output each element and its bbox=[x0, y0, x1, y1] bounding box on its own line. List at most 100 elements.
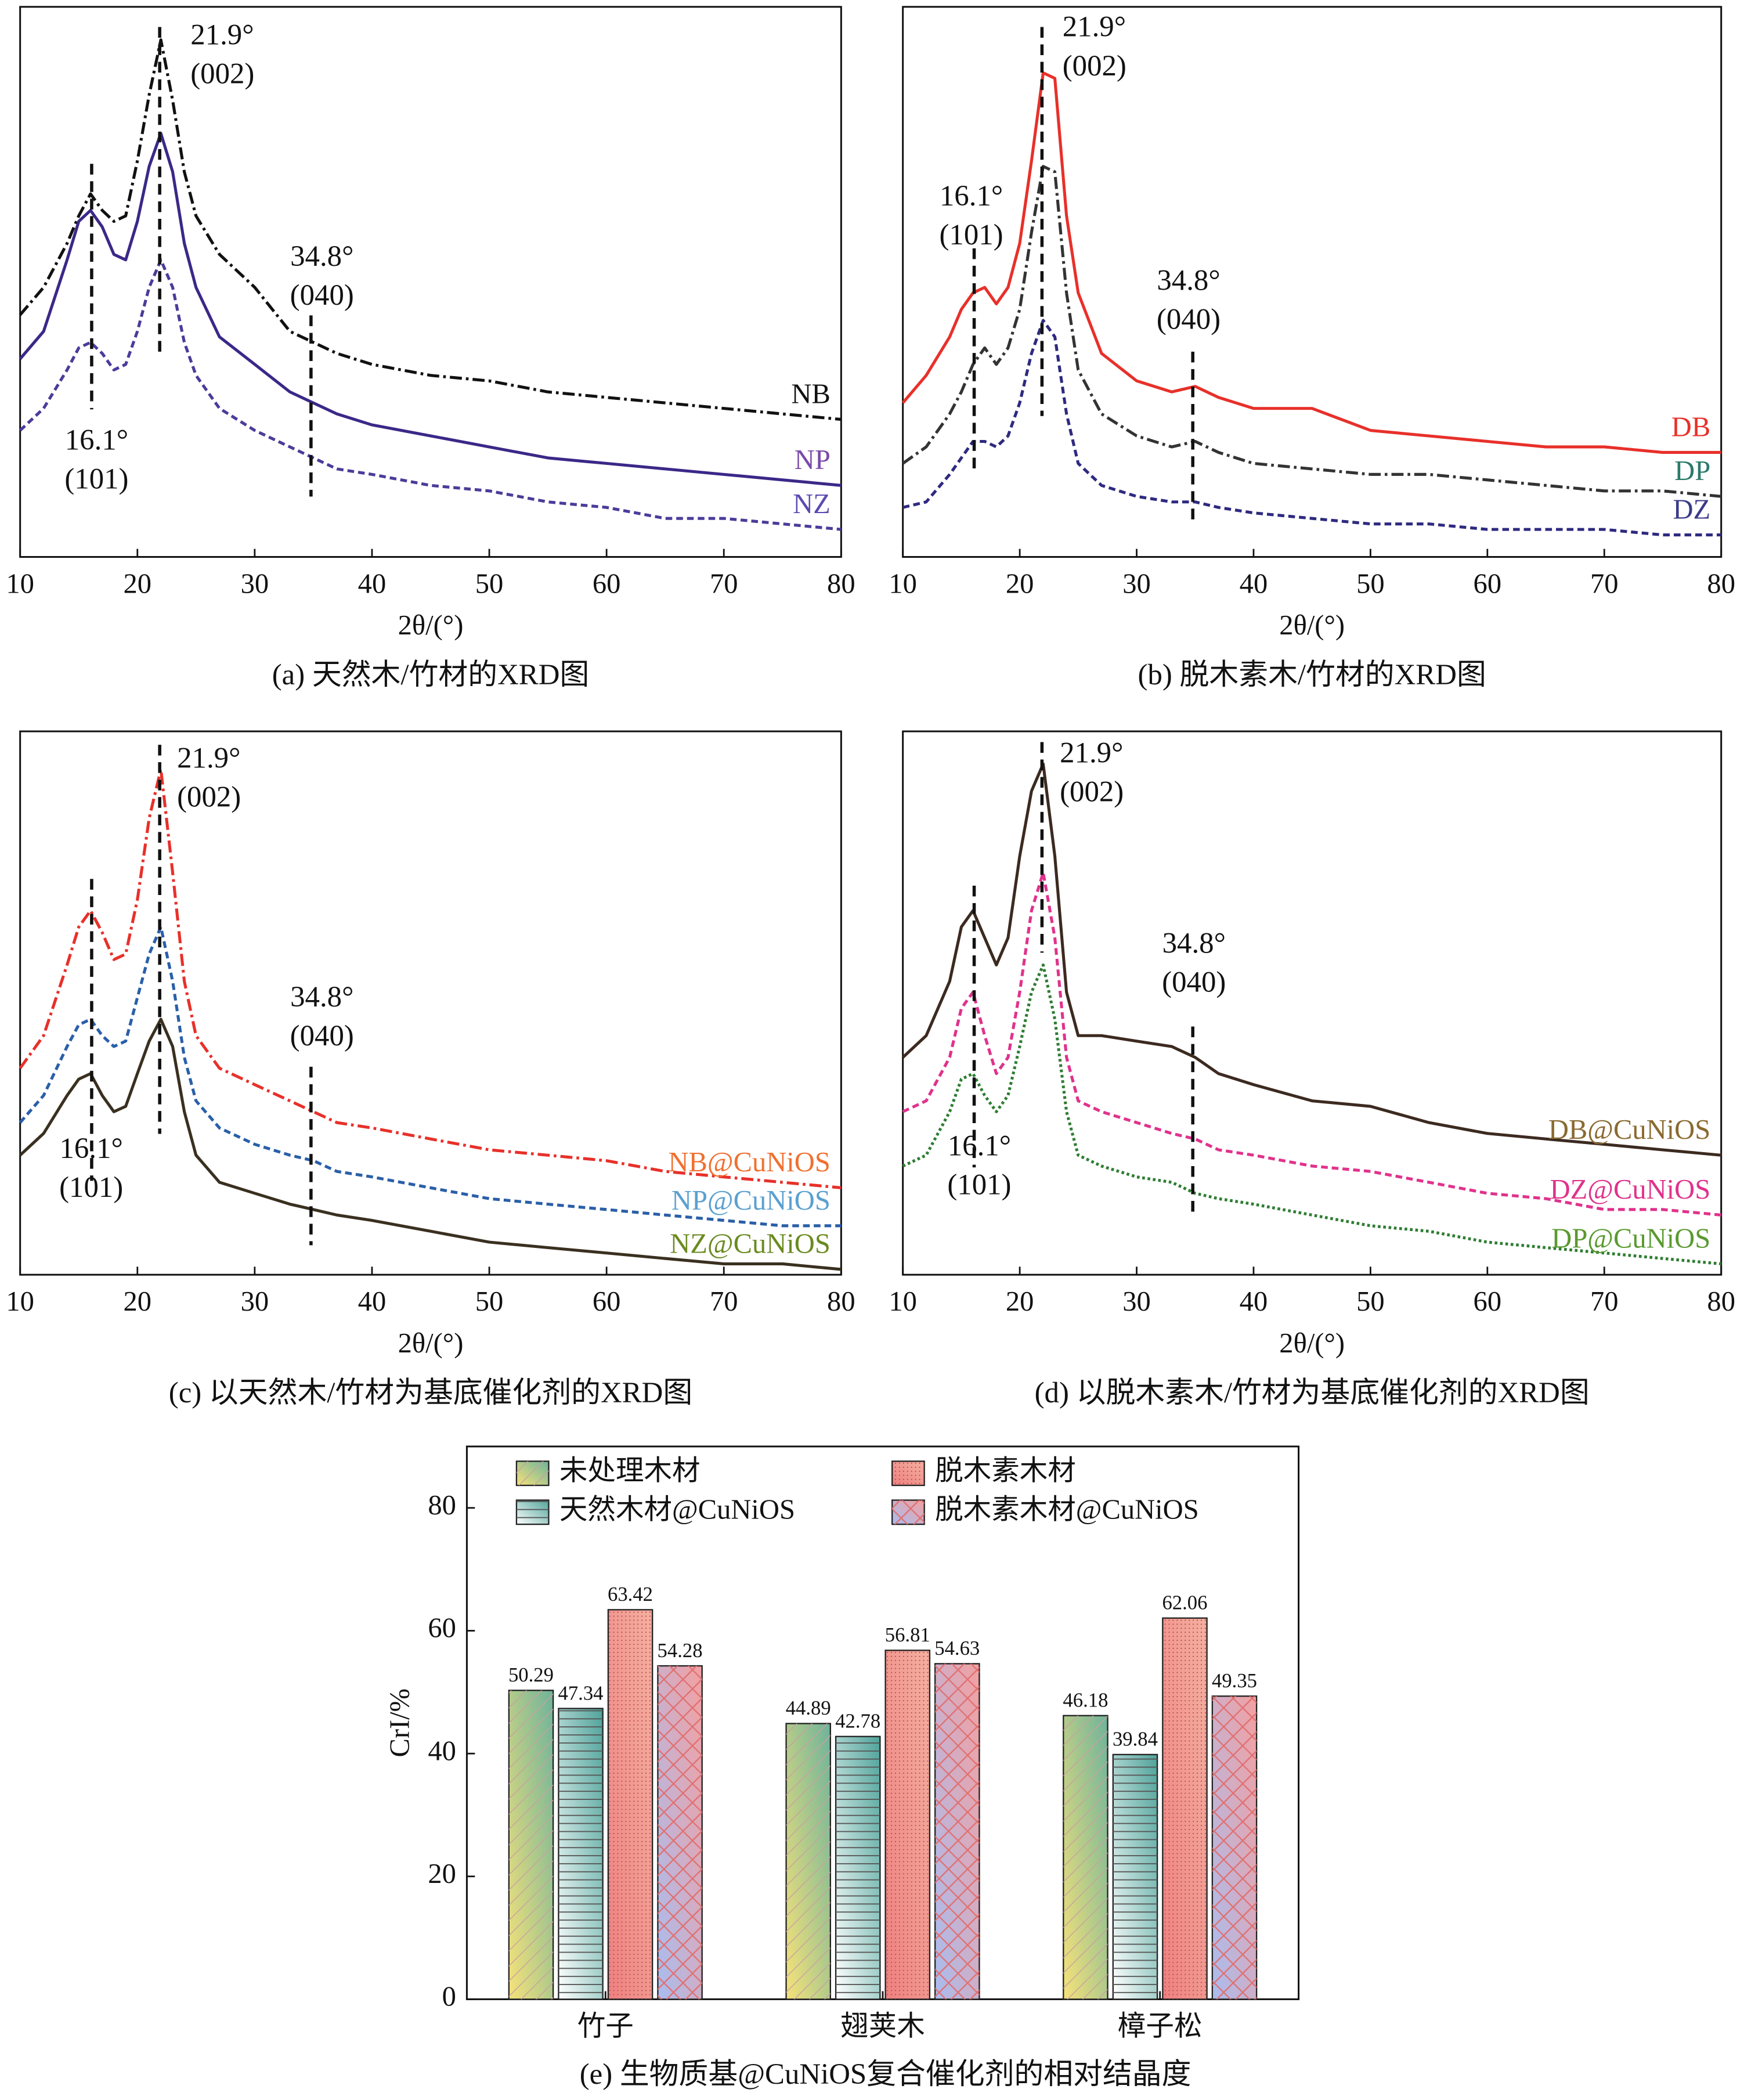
legend-label: 未处理木材 bbox=[559, 1455, 701, 1486]
value-label: 54.63 bbox=[934, 1637, 980, 1659]
peak-label: 21.9° bbox=[1060, 736, 1123, 768]
caption: (c) 以天然木/竹材为基底催化剂的XRD图 bbox=[169, 1376, 692, 1409]
peak-plane: (002) bbox=[190, 57, 254, 90]
legend-hatch bbox=[516, 1461, 549, 1486]
peak-label: 16.1° bbox=[60, 1132, 123, 1164]
series-line bbox=[19, 132, 842, 487]
peak-plane: (101) bbox=[59, 1171, 123, 1203]
legend-hatch bbox=[892, 1500, 925, 1525]
x-axis-label: 2θ/(°) bbox=[398, 610, 464, 641]
x-tick-label: 樟子松 bbox=[1118, 2011, 1203, 2041]
x-tick-label: 20 bbox=[1006, 569, 1034, 600]
caption: (a) 天然木/竹材的XRD图 bbox=[272, 658, 590, 691]
legend-label: 脱木素木材@CuNiOS bbox=[935, 1494, 1199, 1525]
x-axis-label: 2θ/(°) bbox=[398, 1328, 464, 1359]
peak-label: 16.1° bbox=[65, 424, 128, 456]
plot-frame bbox=[19, 730, 842, 1276]
series-label: DP bbox=[1674, 456, 1710, 486]
peak-plane: (002) bbox=[177, 781, 241, 813]
series-line bbox=[19, 1017, 842, 1271]
x-tick-label: 40 bbox=[358, 1286, 387, 1317]
x-tick-label: 30 bbox=[1122, 1286, 1151, 1317]
x-tick-label: 10 bbox=[6, 569, 34, 600]
legend-label: 天然木材@CuNiOS bbox=[559, 1494, 795, 1525]
x-tick-label: 80 bbox=[1707, 1286, 1735, 1317]
value-label: 44.89 bbox=[786, 1697, 831, 1719]
x-tick-label: 30 bbox=[241, 569, 269, 600]
peak-plane: (040) bbox=[290, 279, 354, 311]
bar-hatch bbox=[836, 1736, 880, 2000]
series-label: NP@CuNiOS bbox=[671, 1185, 831, 1216]
y-tick-label: 40 bbox=[428, 1735, 456, 1766]
value-label: 46.18 bbox=[1063, 1690, 1108, 1712]
x-tick-label: 80 bbox=[1707, 569, 1735, 600]
bar-hatch bbox=[608, 1610, 653, 2000]
x-tick-label: 50 bbox=[475, 1286, 504, 1317]
plot-frame bbox=[19, 6, 842, 558]
value-label: 47.34 bbox=[558, 1682, 604, 1704]
value-label: 49.35 bbox=[1212, 1670, 1257, 1692]
value-label: 39.84 bbox=[1113, 1729, 1158, 1751]
x-tick-label: 70 bbox=[710, 1286, 738, 1317]
bar-hatch bbox=[508, 1690, 554, 2000]
x-tick-label: 10 bbox=[889, 569, 917, 600]
x-axis-label: 2θ/(°) bbox=[1279, 610, 1345, 641]
legend-hatch bbox=[892, 1461, 925, 1486]
series-line bbox=[19, 258, 842, 531]
peak-plane: (101) bbox=[64, 463, 128, 495]
x-tick-label: 80 bbox=[827, 1286, 855, 1317]
value-label: 63.42 bbox=[608, 1583, 653, 1605]
series-label: NB@CuNiOS bbox=[669, 1147, 831, 1178]
x-tick-label: 20 bbox=[1006, 1286, 1034, 1317]
plot-frame bbox=[902, 6, 1723, 558]
series-line bbox=[19, 925, 842, 1228]
y-tick-label: 0 bbox=[442, 1982, 456, 2012]
peak-label: 21.9° bbox=[1063, 10, 1126, 43]
x-tick-label: 60 bbox=[1474, 1286, 1502, 1317]
peak-label: 16.1° bbox=[940, 179, 1003, 212]
peak-plane: (002) bbox=[1063, 49, 1126, 82]
peak-label: 21.9° bbox=[190, 19, 254, 51]
caption: (e) 生物质基@CuNiOS复合催化剂的相对结晶度 bbox=[580, 2058, 1191, 2090]
y-tick-label: 60 bbox=[428, 1613, 456, 1644]
bar-hatch bbox=[885, 1650, 930, 2000]
peak-label: 16.1° bbox=[948, 1130, 1011, 1162]
peak-label: 34.8° bbox=[290, 980, 353, 1013]
y-tick-label: 80 bbox=[428, 1490, 456, 1521]
peak-plane: (040) bbox=[1157, 303, 1221, 335]
peak-plane: (101) bbox=[939, 218, 1003, 251]
peak-plane: (101) bbox=[947, 1168, 1011, 1201]
value-label: 42.78 bbox=[835, 1711, 880, 1733]
series-label: DZ@CuNiOS bbox=[1550, 1174, 1711, 1205]
x-tick-label: 10 bbox=[6, 1286, 34, 1317]
peak-label: 34.8° bbox=[1162, 927, 1226, 959]
series-label: NZ@CuNiOS bbox=[670, 1229, 831, 1260]
x-tick-label: 50 bbox=[1356, 1286, 1385, 1317]
y-axis-label: CrI/% bbox=[385, 1688, 416, 1758]
x-tick-label: 50 bbox=[1356, 569, 1385, 600]
plot-frame bbox=[902, 730, 1723, 1276]
y-tick-label: 20 bbox=[428, 1859, 456, 1889]
series-label: DB bbox=[1671, 412, 1710, 442]
bar-hatch bbox=[1162, 1618, 1207, 2000]
bar-hatch bbox=[1063, 1715, 1108, 2000]
x-tick-label: 40 bbox=[1240, 1286, 1268, 1317]
value-label: 54.28 bbox=[658, 1640, 703, 1662]
x-axis-label: 2θ/(°) bbox=[1279, 1328, 1345, 1359]
series-label: NB bbox=[791, 378, 830, 409]
peak-label: 34.8° bbox=[1157, 264, 1220, 297]
series-line bbox=[901, 71, 1721, 454]
series-label: NP bbox=[795, 445, 831, 475]
legend-label: 脱木素木材 bbox=[935, 1455, 1076, 1486]
caption: (b) 脱木素木/竹材的XRD图 bbox=[1138, 658, 1486, 691]
x-tick-label: 80 bbox=[827, 569, 855, 600]
bar-hatch bbox=[1113, 1754, 1158, 2000]
legend-hatch bbox=[516, 1500, 549, 1525]
series-line bbox=[901, 762, 1721, 1157]
series-line bbox=[902, 871, 1721, 1217]
x-tick-label: 50 bbox=[475, 569, 504, 600]
x-tick-label: 60 bbox=[593, 1286, 621, 1317]
peak-plane: (040) bbox=[290, 1019, 354, 1052]
